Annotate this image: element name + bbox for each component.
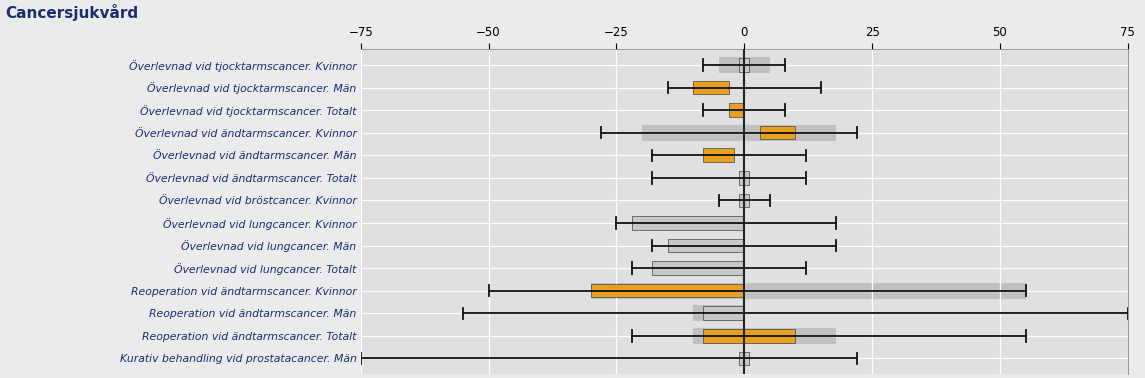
Bar — [591, 283, 1026, 299]
Bar — [693, 305, 744, 321]
Bar — [703, 307, 744, 320]
Bar — [759, 126, 796, 139]
Bar — [703, 149, 734, 162]
Bar — [632, 216, 744, 230]
Text: Cancersjukvård: Cancersjukvård — [6, 4, 139, 21]
Bar — [740, 352, 749, 365]
Bar — [653, 261, 744, 275]
Bar — [740, 194, 749, 207]
Bar — [740, 171, 749, 184]
Bar — [703, 329, 796, 342]
Bar — [668, 239, 744, 253]
Bar — [729, 103, 744, 117]
Bar — [740, 58, 749, 72]
Bar — [591, 284, 744, 297]
Bar — [719, 57, 769, 73]
Bar — [693, 328, 836, 344]
Bar — [693, 81, 729, 94]
Bar — [642, 125, 836, 141]
